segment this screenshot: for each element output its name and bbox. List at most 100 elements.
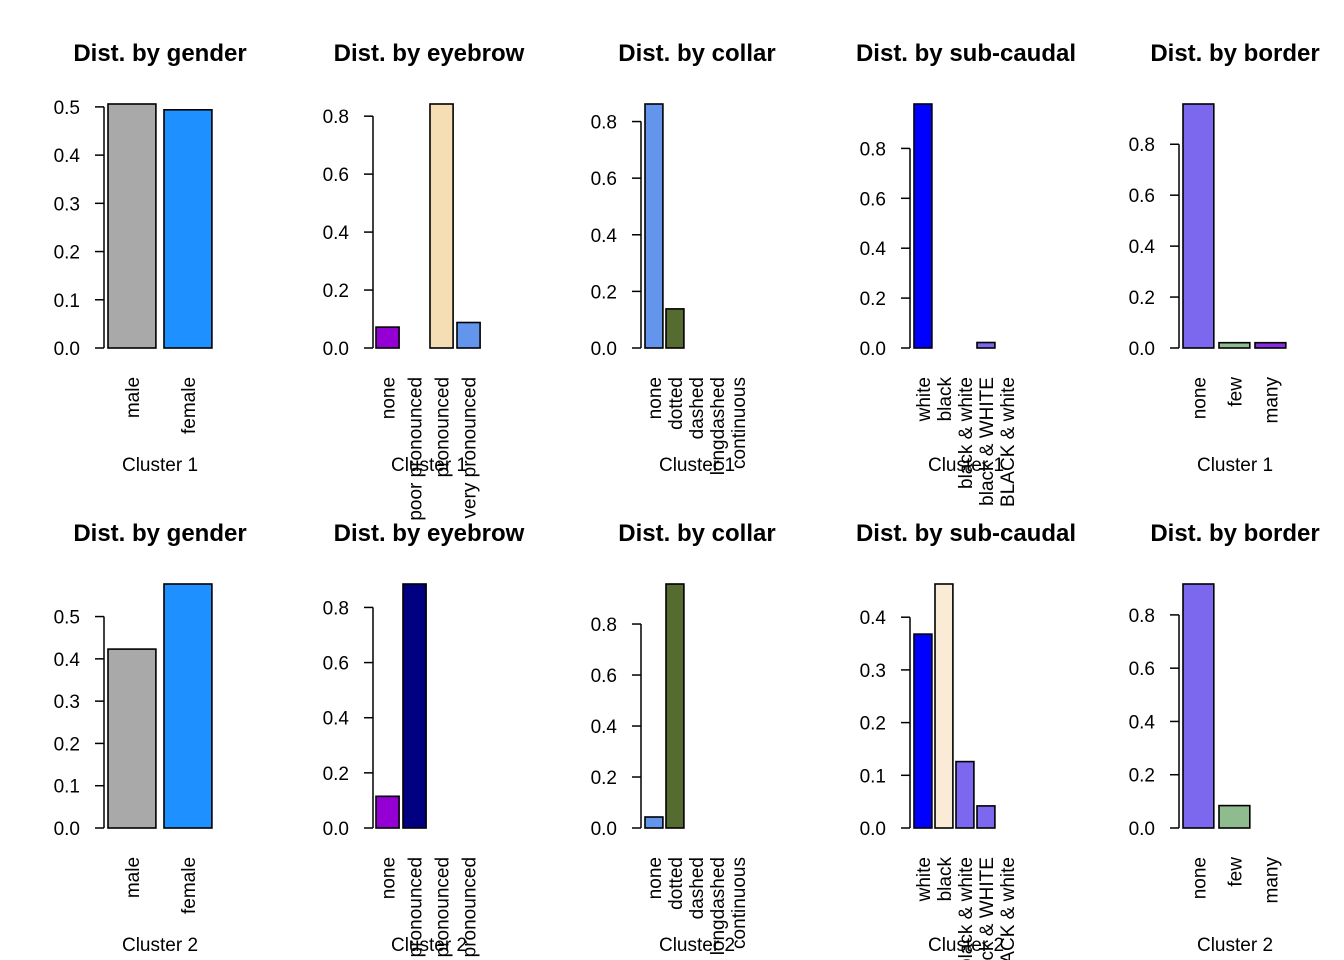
panel-title: Dist. by border bbox=[1150, 40, 1319, 67]
category-label: none bbox=[1189, 377, 1210, 419]
bar-poor-pronounced bbox=[402, 583, 427, 829]
bar-pronounced bbox=[429, 103, 454, 349]
category-label: none bbox=[645, 857, 666, 899]
bar-many bbox=[1254, 341, 1287, 349]
category-label: many bbox=[1261, 377, 1282, 424]
category-label: poor pronounced bbox=[406, 857, 427, 960]
bar-white bbox=[913, 103, 933, 349]
y-tick-label: 0.1 bbox=[54, 777, 80, 798]
category-label: white bbox=[914, 857, 935, 902]
y-tick-label: 0.0 bbox=[860, 819, 886, 840]
panel-title: Dist. by eyebrow bbox=[334, 520, 525, 547]
panel-title: Dist. by border bbox=[1150, 520, 1319, 547]
y-tick-label: 0.2 bbox=[1129, 288, 1155, 309]
category-label: many bbox=[1261, 857, 1282, 904]
x-axis-label: Cluster 1 bbox=[928, 455, 1004, 476]
panel-10: Dist. by border 0.0 0.2 0.4 0.6 0.8 none few man… bbox=[1129, 520, 1320, 956]
category-label: black bbox=[935, 377, 956, 422]
panel-title: Dist. by sub-caudal bbox=[856, 40, 1076, 67]
panel-8: Dist. by collar 0.0 0.2 0.4 0.6 0.8 none dotted… bbox=[591, 520, 776, 956]
bar-male bbox=[107, 648, 157, 829]
y-tick-label: 0.2 bbox=[323, 764, 349, 785]
y-tick-label: 0.6 bbox=[1129, 659, 1155, 680]
y-tick-label: 0.0 bbox=[1129, 819, 1155, 840]
bar-female bbox=[163, 583, 213, 829]
category-label: longdashed bbox=[708, 377, 729, 475]
category-label: male bbox=[123, 377, 144, 418]
y-tick-label: 0.5 bbox=[54, 98, 80, 119]
y-tick-label: 0.0 bbox=[1129, 339, 1155, 360]
y-tick-label: 0.2 bbox=[860, 289, 886, 310]
bar-few bbox=[1218, 341, 1251, 349]
y-tick-label: 0.4 bbox=[54, 146, 81, 167]
y-tick-label: 0.0 bbox=[323, 339, 349, 360]
y-tick-label: 0.4 bbox=[591, 226, 618, 247]
y-tick-label: 0.0 bbox=[54, 339, 80, 360]
y-tick-label: 0.6 bbox=[323, 654, 349, 675]
category-label: dotted bbox=[666, 377, 687, 430]
x-axis-label: Cluster 1 bbox=[391, 455, 467, 476]
y-tick-label: 0.2 bbox=[860, 714, 886, 735]
y-tick-label: 0.6 bbox=[591, 169, 617, 190]
panel-2: Dist. by eyebrow 0.0 0.2 0.4 0.6 0.8 none poor … bbox=[323, 40, 525, 521]
panel-3: Dist. by collar 0.0 0.2 0.4 0.6 0.8 none dotted… bbox=[591, 40, 776, 476]
y-tick-label: 0.4 bbox=[1129, 712, 1156, 733]
category-label: female bbox=[179, 377, 200, 434]
category-label: few bbox=[1225, 857, 1246, 887]
y-tick-label: 0.8 bbox=[1129, 135, 1155, 156]
y-tick-label: 0.2 bbox=[54, 734, 80, 755]
category-label: poor pronounced bbox=[406, 377, 427, 521]
category-label: pronounced bbox=[433, 377, 454, 477]
category-label: continuous bbox=[729, 377, 750, 469]
bar-male bbox=[107, 103, 157, 349]
bar-none bbox=[375, 795, 400, 829]
category-label: BLACK & white bbox=[998, 377, 1019, 507]
bar-female bbox=[163, 109, 213, 349]
category-label: dotted bbox=[666, 857, 687, 910]
y-tick-label: 0.4 bbox=[591, 717, 618, 738]
category-label: black & WHITE bbox=[977, 857, 998, 960]
panel-title: Dist. by gender bbox=[73, 40, 246, 67]
x-axis-label: Cluster 2 bbox=[122, 935, 198, 956]
category-label: pronounced bbox=[433, 857, 454, 957]
category-label: dashed bbox=[687, 377, 708, 439]
y-tick-label: 0.3 bbox=[860, 661, 886, 682]
category-label: white bbox=[914, 377, 935, 422]
y-tick-label: 0.0 bbox=[54, 819, 80, 840]
bar-black bbox=[934, 583, 954, 829]
panel-1: Dist. by gender 0.0 0.1 0.2 0.3 0.4 0.5 male fem… bbox=[54, 40, 247, 476]
y-tick-label: 0.8 bbox=[323, 598, 349, 619]
bar-few bbox=[1218, 804, 1251, 829]
y-tick-label: 0.8 bbox=[323, 107, 349, 128]
y-tick-label: 0.0 bbox=[860, 339, 886, 360]
y-tick-label: 0.8 bbox=[860, 139, 886, 160]
category-label: very pronounced bbox=[460, 377, 481, 519]
bar-dotted bbox=[665, 308, 685, 349]
x-axis-label: Cluster 2 bbox=[391, 935, 467, 956]
category-label: male bbox=[123, 857, 144, 898]
x-axis-label: Cluster 2 bbox=[1197, 935, 1273, 956]
category-label: none bbox=[1189, 857, 1210, 899]
y-tick-label: 0.1 bbox=[54, 291, 80, 312]
y-tick-label: 0.6 bbox=[1129, 186, 1155, 207]
y-tick-label: 0.2 bbox=[591, 768, 617, 789]
y-tick-label: 0.2 bbox=[54, 243, 80, 264]
y-tick-label: 0.0 bbox=[591, 819, 617, 840]
panel-7: Dist. by eyebrow 0.0 0.2 0.4 0.6 0.8 none poor … bbox=[323, 520, 525, 960]
bar-none bbox=[644, 816, 664, 829]
category-label: none bbox=[645, 377, 666, 419]
y-tick-label: 0.8 bbox=[591, 615, 617, 636]
y-tick-label: 0.8 bbox=[1129, 606, 1155, 627]
panel-title: Dist. by sub-caudal bbox=[856, 520, 1076, 547]
category-label: black bbox=[935, 857, 956, 902]
category-label: none bbox=[379, 377, 400, 419]
panel-5: Dist. by border 0.0 0.2 0.4 0.6 0.8 none few man… bbox=[1129, 40, 1320, 476]
y-tick-label: 0.2 bbox=[1129, 766, 1155, 787]
y-tick-label: 0.6 bbox=[323, 165, 349, 186]
category-label: black & WHITE bbox=[977, 377, 998, 506]
panel-title: Dist. by collar bbox=[618, 40, 775, 67]
